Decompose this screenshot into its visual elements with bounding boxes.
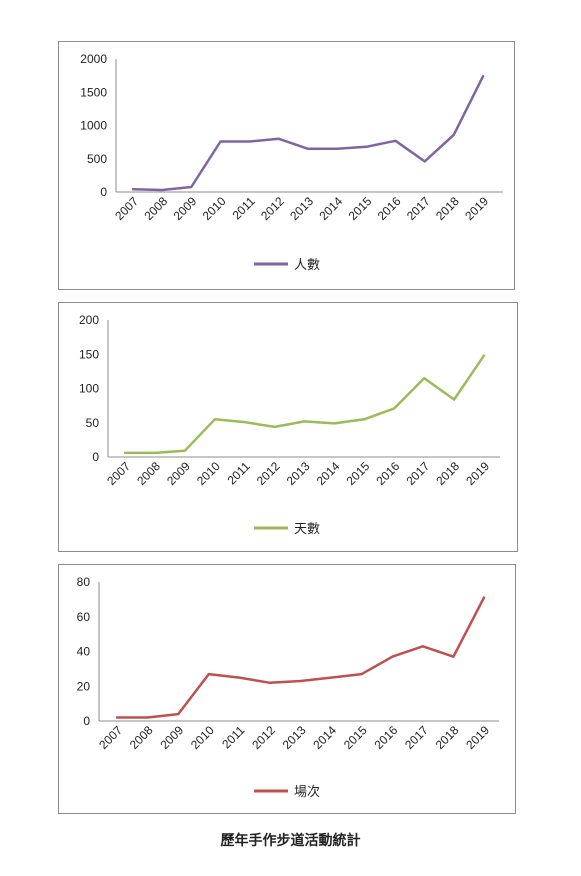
x-tick-label: 2014 — [314, 459, 343, 488]
y-tick-label: 500 — [87, 152, 107, 166]
x-tick-label: 2008 — [127, 723, 156, 752]
x-tick-label: 2013 — [280, 723, 309, 752]
y-tick-label: 0 — [83, 714, 90, 728]
x-tick-label: 2017 — [404, 194, 433, 223]
chart-panel-events: 0 20 40 60 80 2007 2008 2009 2010 2011 2012 2013 201… — [58, 564, 516, 814]
x-tick-label: 2012 — [254, 459, 283, 488]
x-tick-label: 2016 — [374, 459, 403, 488]
x-tick-label: 2015 — [344, 459, 373, 488]
x-tick-label: 2015 — [346, 194, 375, 223]
y-tick-label: 50 — [86, 416, 100, 430]
x-tick-label: 2014 — [316, 194, 345, 223]
chart-panel-participants: 0 500 1000 1500 2000 2007 2008 2009 2010 2011 2012… — [58, 41, 515, 290]
series-line — [123, 354, 486, 455]
x-tick-label: 2017 — [402, 723, 431, 752]
x-tick-label: 2013 — [284, 459, 313, 488]
participants-chart: 0 500 1000 1500 2000 2007 2008 2009 2010 2011 2012… — [80, 52, 503, 273]
series-line — [115, 596, 486, 719]
chart-panel-days: 0 50 100 150 200 2007 2008 2009 2010 2011 2012 2013… — [58, 302, 518, 552]
y-tick-label: 2000 — [80, 52, 107, 66]
x-tick-label: 2010 — [188, 723, 217, 752]
x-tick-label: 2019 — [463, 723, 492, 752]
x-tick-label: 2009 — [164, 459, 193, 488]
y-tick-label: 80 — [77, 575, 91, 589]
x-tick-label: 2011 — [225, 459, 253, 487]
x-tick-label: 2015 — [341, 723, 370, 752]
x-tick-label: 2008 — [141, 194, 170, 223]
x-tick-label: 2011 — [219, 723, 247, 751]
y-tick-label: 1500 — [80, 85, 107, 99]
y-tick-label: 0 — [92, 450, 99, 464]
x-tick-label: 2007 — [112, 194, 141, 223]
x-tick-label: 2012 — [258, 194, 287, 223]
y-tick-label: 60 — [77, 610, 91, 624]
x-tick-label: 2011 — [230, 194, 258, 222]
x-tick-label: 2019 — [462, 194, 491, 223]
y-tick-label: 150 — [79, 347, 99, 361]
y-tick-label: 100 — [79, 382, 99, 396]
x-tick-label: 2012 — [249, 723, 278, 752]
x-tick-label: 2007 — [96, 723, 125, 752]
x-tick-label: 2018 — [433, 194, 462, 223]
days-chart: 0 50 100 150 200 2007 2008 2009 2010 2011 2012 2013… — [79, 313, 500, 537]
legend-label: 天數 — [294, 522, 320, 537]
x-tick-label: 2009 — [157, 723, 186, 752]
y-tick-label: 20 — [77, 679, 91, 693]
x-tick-label: 2018 — [433, 723, 462, 752]
x-tick-label: 2018 — [433, 459, 462, 488]
x-tick-label: 2014 — [310, 723, 339, 752]
y-tick-label: 200 — [79, 313, 99, 327]
x-tick-label: 2007 — [104, 459, 133, 488]
series-line — [131, 75, 485, 192]
x-tick-label: 2019 — [463, 459, 492, 488]
y-tick-label: 1000 — [80, 119, 107, 133]
x-tick-label: 2008 — [134, 459, 163, 488]
y-tick-label: 0 — [100, 185, 107, 199]
y-tick-label: 40 — [77, 645, 91, 659]
x-tick-label: 2010 — [200, 194, 229, 223]
x-tick-label: 2013 — [287, 194, 316, 223]
x-tick-label: 2010 — [194, 459, 223, 488]
x-tick-label: 2017 — [403, 459, 432, 488]
x-tick-label: 2009 — [171, 194, 200, 223]
x-tick-label: 2016 — [372, 723, 401, 752]
legend-label: 場次 — [294, 784, 320, 800]
figure-caption: 歷年手作步道活動統計 — [220, 833, 361, 849]
legend-label: 人數 — [294, 258, 320, 273]
x-tick-label: 2016 — [375, 194, 404, 223]
